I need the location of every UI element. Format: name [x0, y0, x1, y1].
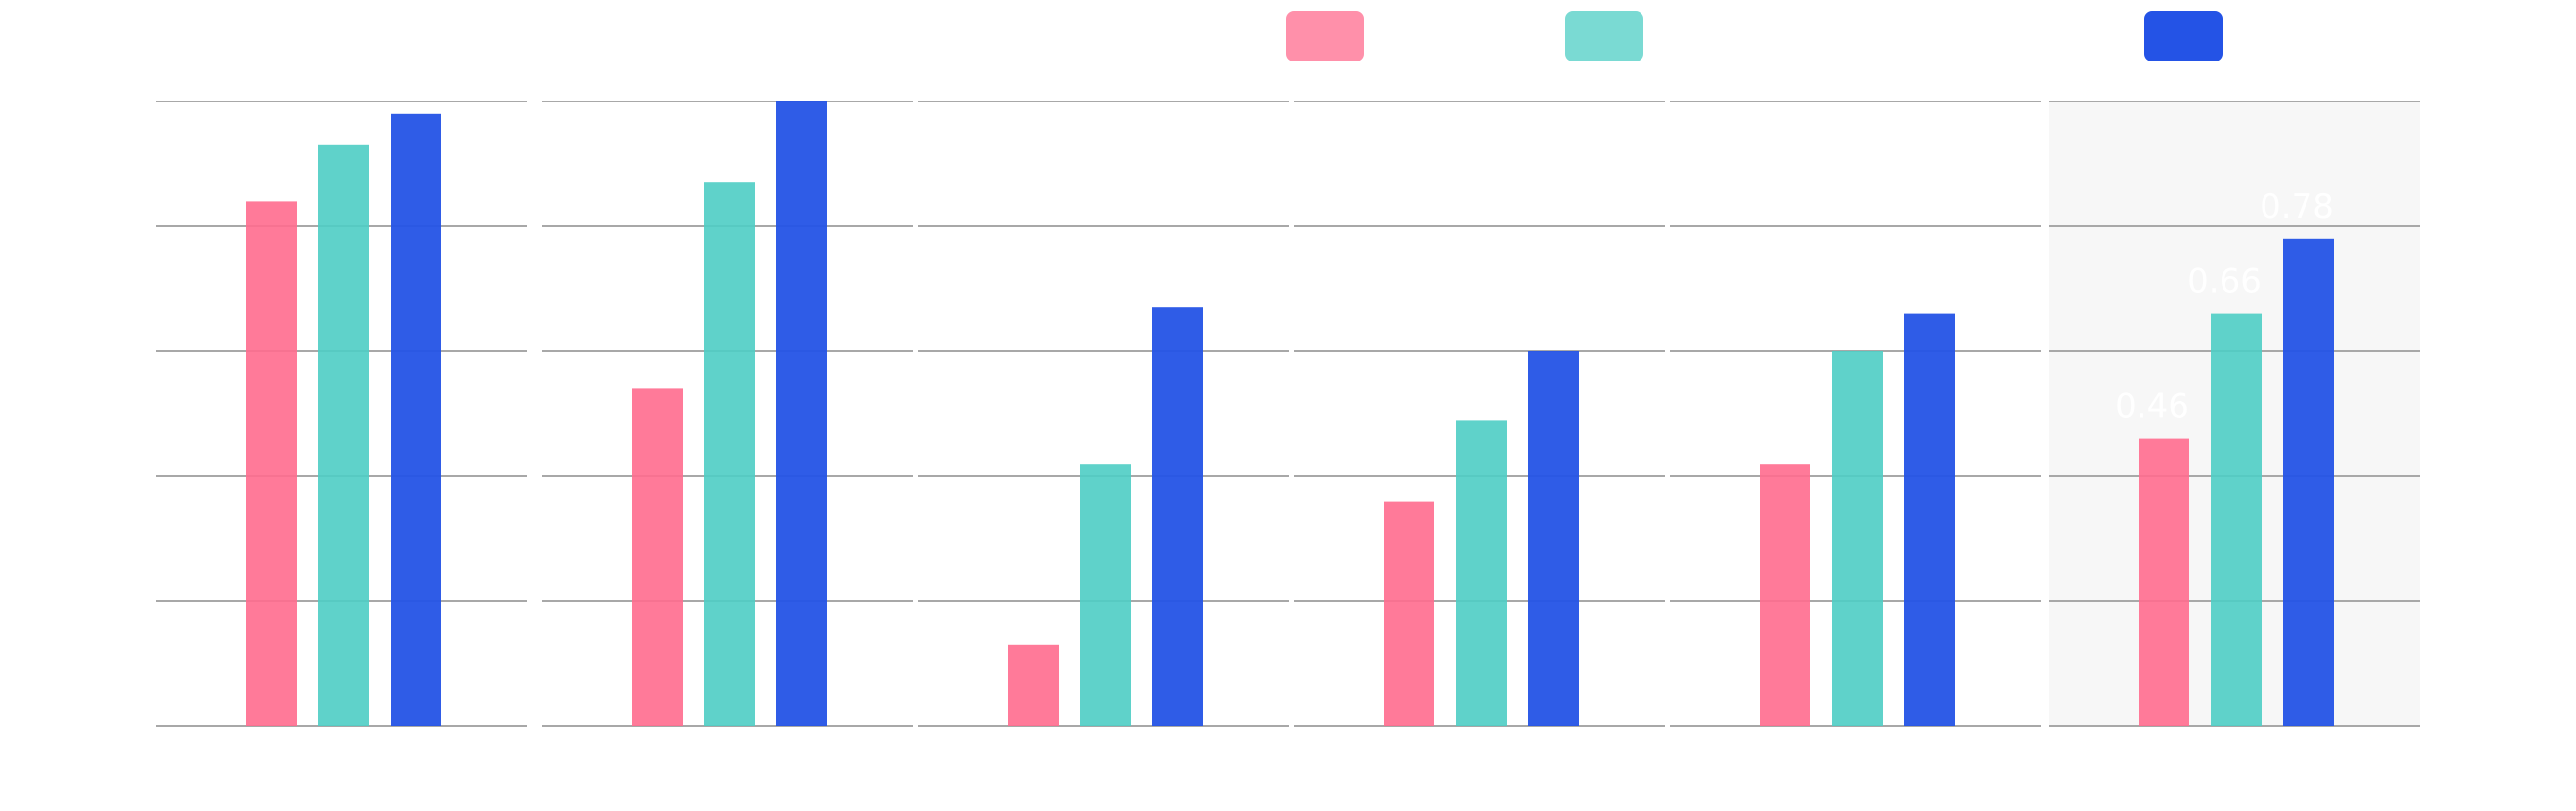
bar	[1456, 420, 1507, 726]
bar	[776, 101, 827, 726]
bar	[2139, 438, 2189, 726]
bar	[318, 144, 369, 727]
bar	[1080, 464, 1131, 726]
bar	[1008, 644, 1059, 726]
bar	[1152, 307, 1203, 726]
legend-swatch-2	[1565, 11, 1643, 61]
bar	[1528, 351, 1579, 726]
bar	[391, 113, 441, 727]
bar	[704, 182, 755, 726]
legend-swatch-3	[2144, 11, 2223, 61]
legend-swatch-1	[1286, 11, 1364, 61]
data-label: 0.66	[2187, 263, 2262, 302]
bar	[1760, 464, 1810, 726]
bar	[246, 201, 297, 726]
data-label: 0.78	[2260, 187, 2334, 226]
bar	[2211, 313, 2262, 726]
bar	[1904, 313, 1955, 726]
data-label: 0.46	[2115, 387, 2189, 426]
bar	[2283, 238, 2334, 727]
bar	[1832, 351, 1883, 726]
bar	[1384, 501, 1434, 726]
bar	[632, 388, 683, 726]
